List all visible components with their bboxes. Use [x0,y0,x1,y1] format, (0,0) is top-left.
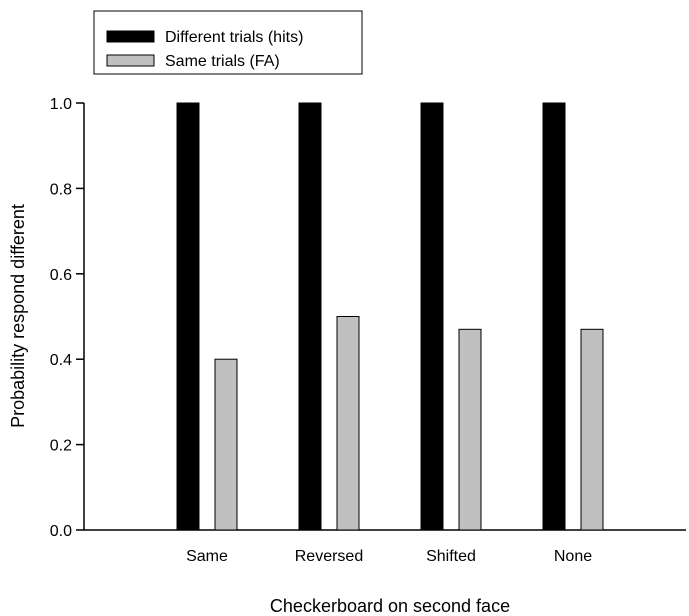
x-tick-label-reversed: Reversed [295,548,363,565]
y-tick-label-1: 0.2 [50,438,72,455]
bar-fa-same [214,358,238,531]
y-tick-label-4: 0.8 [50,181,72,198]
y-tick-label-2: 0.4 [50,352,72,369]
legend: Different trials (hits) Same trials (FA) [93,10,363,75]
bar-hits-none [542,102,566,531]
bar-fa-none [580,328,604,531]
bar-hits-reversed [298,102,322,531]
y-ticks: 0.0 0.2 0.4 0.6 0.8 1.0 [50,96,84,540]
bar-hits-same [176,102,200,531]
x-tick-labels: Same Reversed Shifted None [186,548,592,565]
legend-label-hits: Different trials (hits) [165,29,303,46]
legend-swatch-hits [106,30,155,43]
x-tick-label-same: Same [186,548,228,565]
x-tick-label-none: None [554,548,592,565]
bar-fa-reversed [336,316,360,531]
y-axis-title: Probability respond different [8,204,28,428]
x-tick-label-shifted: Shifted [426,548,476,565]
legend-label-fa: Same trials (FA) [165,53,280,70]
legend-swatch-fa [106,54,155,67]
bars [176,102,604,531]
bar-fa-shifted [458,328,482,531]
x-axis-title: Checkerboard on second face [270,596,510,616]
y-tick-label-5: 1.0 [50,96,72,113]
bar-hits-shifted [420,102,444,531]
y-tick-label-3: 0.6 [50,267,72,284]
y-tick-label-0: 0.0 [50,523,72,540]
